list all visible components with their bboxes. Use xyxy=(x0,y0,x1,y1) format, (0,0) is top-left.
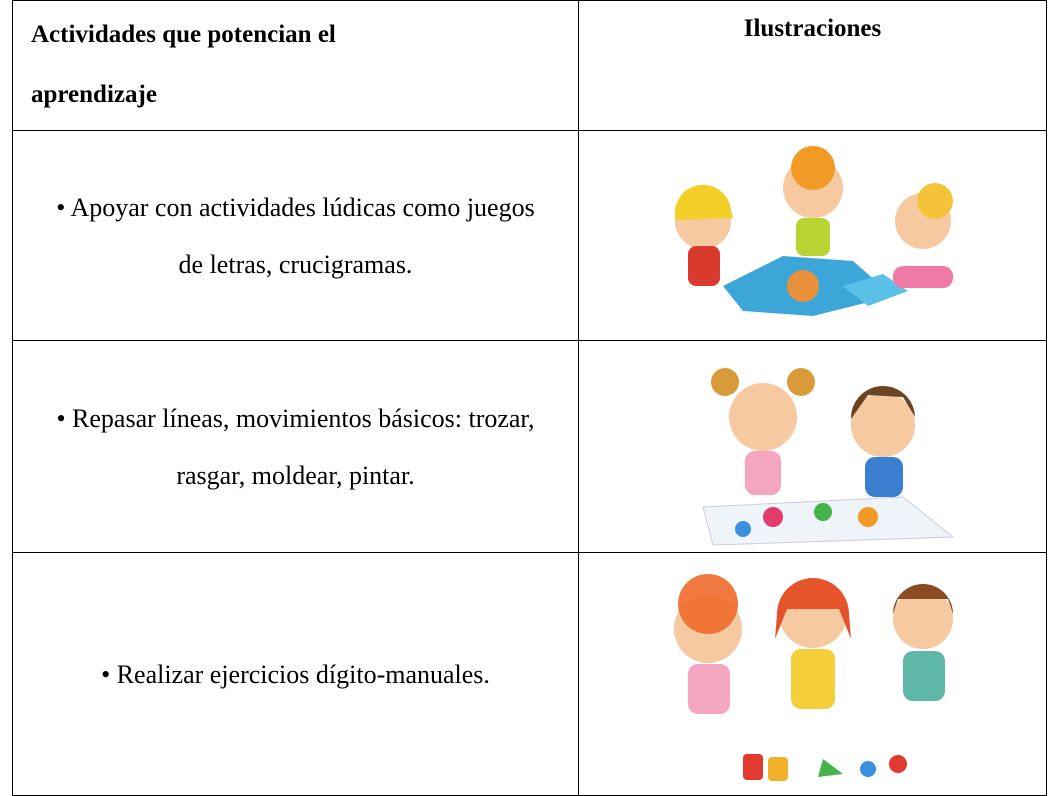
header-cell: Ilustraciones xyxy=(578,0,1047,131)
illustration-cell xyxy=(578,340,1047,553)
table-row: • Repasar líneas, movimientos básicos: t… xyxy=(12,340,1047,553)
activities-table: Actividades que potencian el aprendizaje… xyxy=(12,0,1047,796)
activity-cell: • Repasar líneas, movimientos básicos: t… xyxy=(12,340,579,553)
activity-text: • Apoyar con actividades lúdicas como ju… xyxy=(56,192,535,279)
table-row: • Apoyar con actividades lúdicas como ju… xyxy=(12,130,1047,341)
activity-text: • Realizar ejercicios dígito-manuales. xyxy=(101,659,490,689)
illustration-cell xyxy=(578,130,1047,341)
header-text: Ilustraciones xyxy=(743,15,882,42)
header-text: Actividades que potencian el aprendizaje xyxy=(31,21,336,108)
activity-text: • Repasar líneas, movimientos básicos: t… xyxy=(56,403,535,490)
painting-illustration xyxy=(701,367,954,546)
illustration-cell xyxy=(578,552,1047,796)
activity-cell: • Realizar ejercicios dígito-manuales. xyxy=(12,552,579,796)
activity-cell: • Apoyar con actividades lúdicas como ju… xyxy=(12,130,579,341)
header-row: Actividades que potencian el aprendizaje… xyxy=(12,0,1047,131)
puzzle-illustration xyxy=(674,145,953,316)
table-row: • Realizar ejercicios dígito-manuales. xyxy=(12,552,1047,796)
crafts-illustration xyxy=(673,574,953,781)
header-cell: Actividades que potencian el aprendizaje xyxy=(12,0,579,131)
